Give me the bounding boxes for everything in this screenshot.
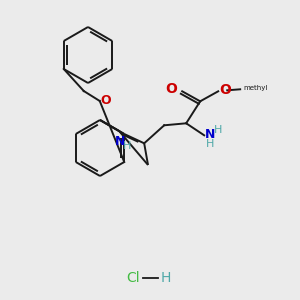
- Text: H: H: [214, 125, 223, 135]
- Text: methyl: methyl: [243, 85, 268, 91]
- Text: Cl: Cl: [126, 271, 140, 285]
- Text: O: O: [219, 83, 231, 97]
- Text: N: N: [115, 135, 125, 148]
- Text: H: H: [123, 141, 131, 151]
- Text: O: O: [101, 94, 111, 107]
- Text: N: N: [205, 128, 216, 141]
- Text: O: O: [165, 82, 177, 96]
- Text: H: H: [161, 271, 171, 285]
- Text: H: H: [206, 139, 214, 149]
